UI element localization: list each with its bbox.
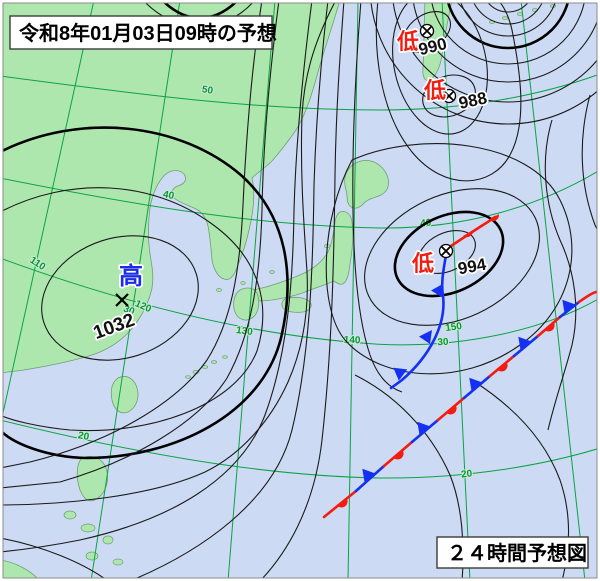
isobar-ring-high-bold xyxy=(3,126,289,460)
isobar-line xyxy=(375,3,522,182)
forecast-title-text: 令和8年01月03日09時の予想 xyxy=(19,21,277,45)
low-988-kanji: 低 xyxy=(423,78,446,103)
isobar-line xyxy=(581,94,597,231)
parallel-50n xyxy=(3,74,597,111)
meridian-130e xyxy=(227,3,276,578)
isobar-line xyxy=(3,3,313,553)
landmasses xyxy=(3,3,556,578)
high-1032-kanji: 高 xyxy=(119,262,143,290)
stationary-front-cold-symbol xyxy=(362,468,376,483)
land-honshu xyxy=(251,211,354,302)
lat-label: 20 xyxy=(461,468,474,480)
land-sakhalin xyxy=(422,3,452,81)
land-borneo-tip xyxy=(3,560,38,578)
isobar-line xyxy=(3,3,280,489)
forecast-title-box: 令和8年01月03日09時の予想 xyxy=(9,15,277,50)
land-luzon xyxy=(76,456,108,502)
lat-label: 30 xyxy=(437,337,449,348)
warm-front-symbol xyxy=(489,214,499,222)
parallel-30n xyxy=(3,258,597,346)
isobar-line xyxy=(3,3,336,506)
lon-label: 140 xyxy=(344,335,361,347)
map-type-text: ２４時間予想図 xyxy=(447,541,587,565)
isobar-ring-low994 xyxy=(364,188,540,326)
meridian-160e xyxy=(520,3,586,578)
land-hokkaido xyxy=(344,160,389,209)
land-taiwan xyxy=(110,376,139,414)
isobar-line xyxy=(352,3,403,393)
isobar-ring-high xyxy=(41,235,199,361)
stationary-front-cold-symbol xyxy=(469,377,483,392)
cold-front-symbol xyxy=(419,330,432,344)
isobar-ring-low990 xyxy=(403,11,451,53)
cold-front-symbol xyxy=(431,284,444,298)
stationary-front-warm-symbol xyxy=(393,450,404,460)
stationary-front-cold-symbol xyxy=(518,336,532,351)
high-1032-center-mark xyxy=(115,293,129,307)
stationary-front-warm-symbol xyxy=(497,362,508,372)
lat-label: 50 xyxy=(201,84,214,97)
low-988-center-mark xyxy=(441,88,457,104)
isobar-line xyxy=(544,119,577,431)
cold-front-symbol xyxy=(393,367,408,381)
isobar-ring-high xyxy=(3,187,264,432)
stationary-front-warm-symbol xyxy=(337,498,348,508)
stationary-front-warm-symbol xyxy=(544,322,555,332)
lat-label: 20 xyxy=(77,430,90,443)
isobar-rings-corner-low xyxy=(370,3,597,125)
low-990-center-mark xyxy=(419,23,435,39)
fronts xyxy=(322,214,597,519)
stationary-front-cold-symbol xyxy=(562,299,576,314)
low-994-center-mark xyxy=(438,243,454,259)
isobar-line xyxy=(262,3,345,578)
parallel-40n xyxy=(3,171,597,229)
meridian-110e xyxy=(3,3,94,416)
isobar-ring-low994-bold xyxy=(393,210,505,298)
isobar-ring-lows xyxy=(392,3,488,135)
isobar-line xyxy=(135,3,329,578)
meridian-140e xyxy=(347,3,359,578)
land-asia-continent xyxy=(3,3,340,374)
isobar-ring-low994 xyxy=(418,230,476,274)
parallel-20n xyxy=(3,420,597,479)
lat-label: 30 xyxy=(122,304,137,318)
small-islands xyxy=(63,4,556,566)
stationary-front-warm-symbol xyxy=(446,405,457,415)
isobar-ring-low988 xyxy=(422,74,476,118)
stationary-front-cold-symbol xyxy=(417,421,431,436)
meridian-120e xyxy=(90,3,181,578)
isobar-line xyxy=(3,538,105,578)
warm-front-symbol xyxy=(463,230,473,238)
low-994-kanji: 低 xyxy=(411,251,434,276)
low-990-kanji: 低 xyxy=(396,29,419,54)
stationary-front xyxy=(322,290,597,519)
lon-label: 130 xyxy=(235,325,253,338)
map-type-box: ２４時間予想図 xyxy=(436,536,589,569)
isobar-line xyxy=(3,3,263,468)
